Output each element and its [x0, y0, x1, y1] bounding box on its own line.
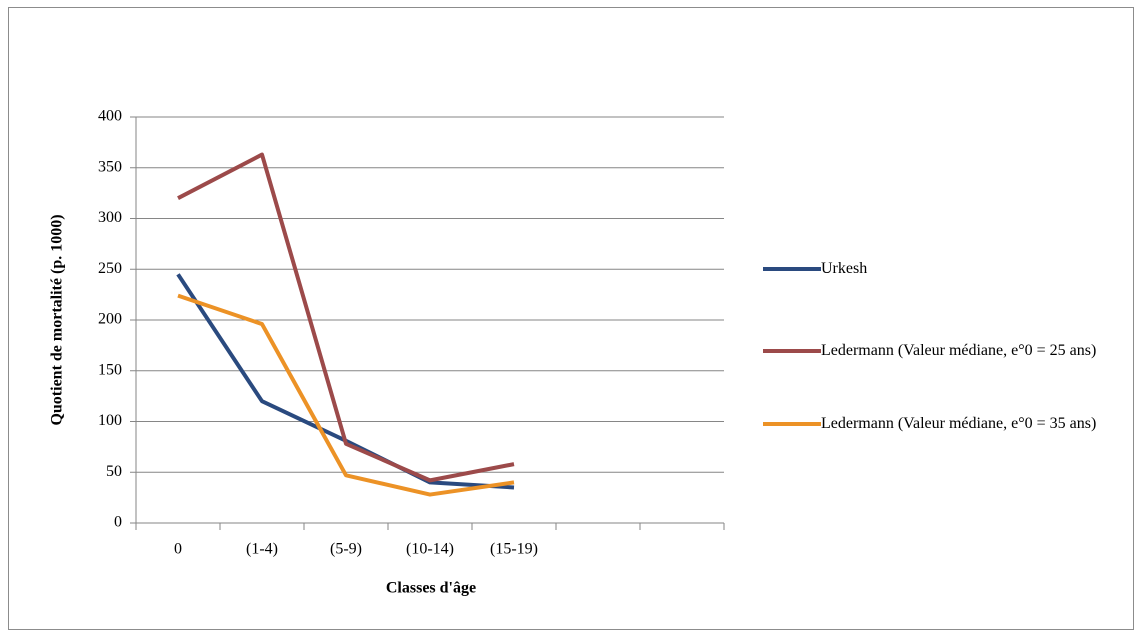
legend-swatch — [763, 349, 821, 353]
legend-item: Ledermann (Valeur médiane, e°0 = 25 ans) — [763, 337, 1103, 364]
y-tick-label: 50 — [106, 463, 122, 480]
y-tick-label: 400 — [98, 108, 122, 125]
chart-border — [8, 7, 1134, 630]
y-tick-label: 350 — [98, 158, 122, 175]
legend-item: Ledermann (Valeur médiane, e°0 = 35 ans) — [763, 410, 1103, 437]
legend-label: Ledermann (Valeur médiane, e°0 = 35 ans) — [821, 415, 1097, 432]
y-axis-title: Quotient de mortalité (p. 1000) — [49, 214, 66, 425]
series-line — [177, 293, 515, 497]
legend-swatch — [763, 422, 821, 426]
y-tick-label: 0 — [114, 514, 122, 531]
x-tick-label: (10-14) — [406, 541, 454, 558]
y-tick-label: 300 — [98, 209, 122, 226]
y-tick-label: 150 — [98, 361, 122, 378]
legend-item: Urkesh — [763, 255, 1103, 282]
x-tick-label: (1-4) — [246, 541, 278, 558]
y-tick-label: 250 — [98, 260, 122, 277]
legend-swatch — [763, 267, 821, 271]
x-tick-label: (5-9) — [330, 541, 362, 558]
y-tick-label: 100 — [98, 412, 122, 429]
legend-label: Urkesh — [821, 260, 868, 277]
series-line — [177, 152, 515, 483]
x-tick-label: 0 — [174, 541, 182, 558]
x-tick-label: (15-19) — [490, 541, 538, 558]
legend-label: Ledermann (Valeur médiane, e°0 = 25 ans) — [821, 342, 1097, 359]
x-axis-title: Classes d'âge — [386, 580, 476, 597]
y-tick-label: 200 — [98, 311, 122, 328]
